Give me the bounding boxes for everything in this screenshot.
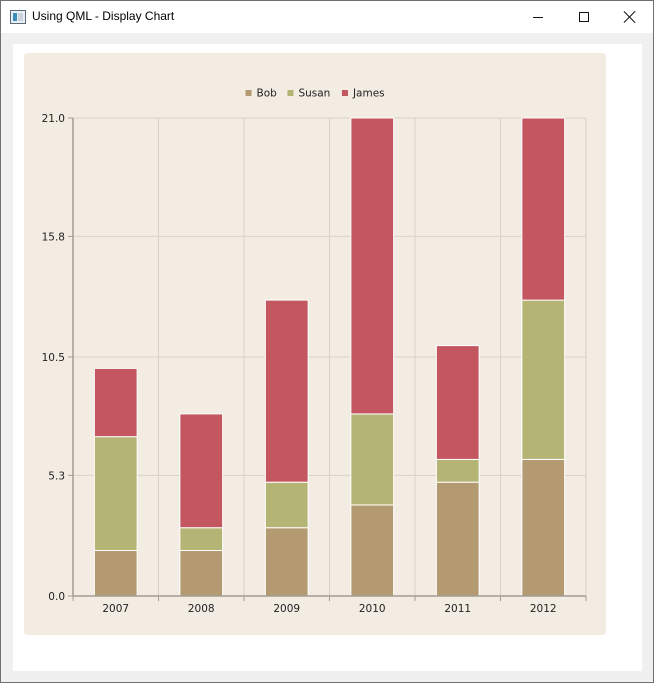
chart-legend: Bob Susan James <box>245 88 385 100</box>
y-tick-label: 0.0 <box>48 591 65 603</box>
bar-segment-james-2009[interactable] <box>264 299 309 483</box>
chart-axes: 0.0 5.3 10.5 15.8 21.0 2007 2008 2009 2010 2011 20… <box>42 113 587 615</box>
x-tick-label: 2009 <box>273 603 300 615</box>
bar-segment-bob-2009[interactable] <box>264 527 309 597</box>
app-window-icon <box>10 10 26 24</box>
maximize-button[interactable] <box>561 1 607 33</box>
maximize-icon <box>579 12 589 22</box>
bar-segment-susan-2012[interactable] <box>521 299 566 460</box>
bar-segment-susan-2007[interactable] <box>93 436 138 551</box>
y-tick-label: 21.0 <box>42 113 65 125</box>
bar-segment-susan-2009[interactable] <box>264 481 309 529</box>
bar-segment-bob-2012[interactable] <box>521 458 566 597</box>
legend-marker <box>245 90 252 96</box>
chart-bars <box>93 117 566 597</box>
x-tick-label: 2008 <box>188 603 215 615</box>
bar-segment-james-2011[interactable] <box>435 345 480 460</box>
bar-segment-james-2010[interactable] <box>350 117 395 415</box>
x-tick-label: 2010 <box>359 603 386 615</box>
legend-marker <box>287 90 294 96</box>
bar-segment-susan-2010[interactable] <box>350 413 395 506</box>
chart-view: Bob Susan James 0.0 5.3 10.5 15.8 21.0 2007 2008… <box>13 44 642 671</box>
chart-grid <box>72 117 587 597</box>
bar-segment-susan-2011[interactable] <box>435 458 480 483</box>
stacked-bar-chart: Bob Susan James 0.0 5.3 10.5 15.8 21.0 2007 2008… <box>42 88 587 615</box>
legend-label: Bob <box>257 88 278 100</box>
bar-segment-bob-2010[interactable] <box>350 504 395 597</box>
window-title: Using QML - Display Chart <box>32 9 175 23</box>
bar-segment-bob-2007[interactable] <box>93 549 138 597</box>
legend-item-james[interactable]: James <box>341 88 385 100</box>
legend-item-susan[interactable]: Susan <box>287 88 330 100</box>
legend-item-bob[interactable]: Bob <box>245 88 278 100</box>
y-tick-label: 5.3 <box>48 470 65 482</box>
close-button[interactable] <box>607 1 653 33</box>
y-tick-label: 10.5 <box>42 352 65 364</box>
bar-segment-james-2007[interactable] <box>93 367 138 438</box>
x-tick-label: 2011 <box>444 603 471 615</box>
chart-panel: Bob Susan James 0.0 5.3 10.5 15.8 21.0 2007 2008… <box>24 53 606 635</box>
legend-marker <box>341 90 348 96</box>
minimize-button[interactable] <box>515 1 561 33</box>
title-bar[interactable]: Using QML - Display Chart <box>1 1 653 33</box>
legend-label: Susan <box>298 88 330 100</box>
y-tick-label: 15.8 <box>42 231 65 243</box>
bar-segment-james-2008[interactable] <box>179 413 224 529</box>
bar-segment-bob-2011[interactable] <box>435 481 480 597</box>
legend-label: James <box>352 88 385 100</box>
bar-segment-james-2012[interactable] <box>521 117 566 301</box>
close-icon <box>624 11 636 23</box>
x-tick-label: 2007 <box>102 603 129 615</box>
minimize-icon <box>533 16 543 18</box>
x-tick-label: 2012 <box>530 603 557 615</box>
bar-segment-bob-2008[interactable] <box>179 549 224 597</box>
bar-segment-susan-2008[interactable] <box>179 527 224 551</box>
